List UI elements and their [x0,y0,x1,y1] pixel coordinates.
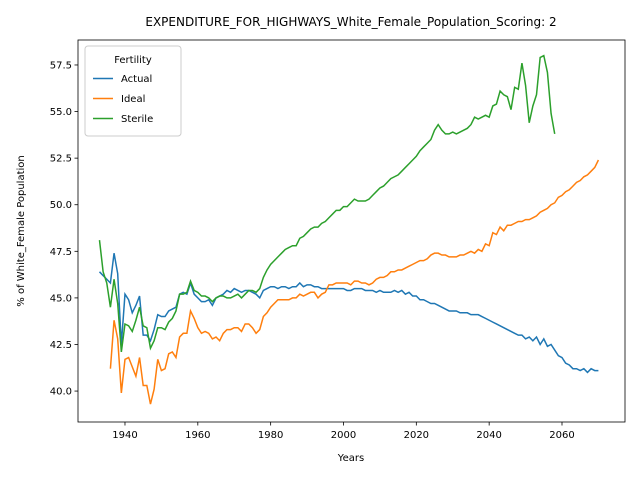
x-tick-label: 2060 [549,430,574,441]
chart-title: EXPENDITURE_FOR_HIGHWAYS_White_Female_Po… [145,15,556,29]
x-axis-label: Years [337,453,364,464]
legend-title: Fertility [114,55,152,66]
legend-label: Actual [121,74,152,85]
y-axis-label: % of White_Female Population [16,155,27,306]
x-tick-label: 2000 [331,430,356,441]
y-tick-label: 40.0 [50,387,72,398]
series-line [98,253,599,374]
y-tick-label: 45.0 [50,293,72,304]
y-tick-label: 57.5 [50,60,72,71]
y-tick-label: 52.5 [50,154,72,165]
series-line [98,54,556,353]
y-tick-label: 42.5 [50,340,72,351]
y-tick-label: 47.5 [50,247,72,258]
x-tick-label: 1940 [112,430,137,441]
x-tick-label: 2020 [404,430,429,441]
legend-box [84,45,182,137]
x-tick-label: 1960 [185,430,210,441]
x-tick-label: 1980 [258,430,283,441]
series-line [109,159,600,405]
plot-frame [77,39,626,423]
y-tick-label: 50.0 [50,200,72,211]
x-tick-label: 2040 [476,430,501,441]
y-tick-label: 55.0 [50,107,72,118]
legend-label: Ideal [121,94,145,105]
legend-label: Sterile [121,114,153,125]
